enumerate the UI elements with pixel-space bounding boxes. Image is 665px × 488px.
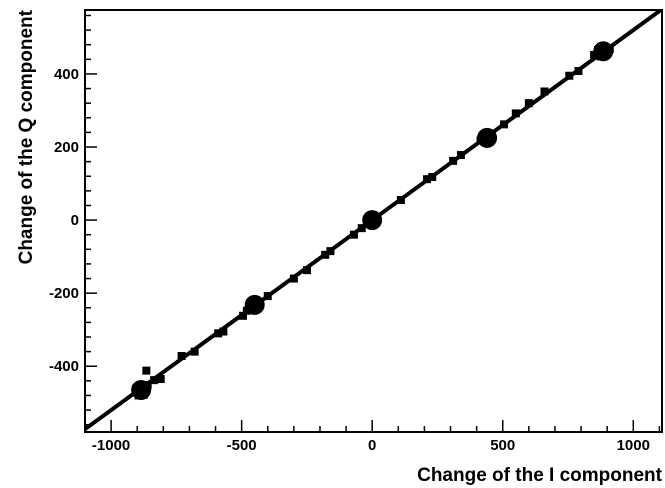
data-point	[238, 311, 247, 320]
data-point	[396, 195, 405, 204]
data-point	[511, 109, 520, 118]
data-point	[177, 352, 186, 361]
data-point	[456, 151, 465, 160]
data-point	[150, 376, 159, 385]
data-point	[483, 137, 492, 146]
tick-labels: -1000 -500 0 500 1000 -400 -200 0 200 400	[49, 66, 650, 454]
data-point	[131, 384, 140, 393]
y-tick-label: 400	[54, 66, 79, 83]
x-tick-label: -1000	[92, 437, 130, 454]
x-tick-label: 1000	[617, 437, 650, 454]
data-point	[289, 274, 298, 283]
data-point	[249, 303, 258, 312]
data-point	[524, 99, 533, 108]
data-point	[596, 52, 605, 61]
y-tick-label: -400	[49, 358, 79, 375]
data-point	[428, 172, 437, 181]
data-point	[263, 292, 272, 301]
data-point	[357, 224, 366, 233]
data-point	[134, 391, 143, 400]
data-point	[156, 375, 165, 384]
marks-layer	[85, 10, 662, 431]
data-point	[302, 266, 311, 275]
data-point	[321, 250, 330, 259]
data-point	[449, 156, 458, 165]
data-point	[139, 390, 148, 399]
data-point	[605, 45, 614, 54]
y-tick-label: 200	[54, 139, 79, 156]
x-tick-label: 0	[368, 437, 376, 454]
data-point	[142, 366, 151, 375]
data-point	[500, 120, 509, 129]
data-point	[143, 381, 152, 390]
data-point	[590, 50, 599, 59]
plot-frame	[84, 9, 663, 433]
data-point	[574, 67, 583, 76]
data-point	[219, 327, 228, 336]
data-point	[369, 217, 378, 226]
x-tick-label: 500	[490, 437, 515, 454]
data-point	[326, 247, 335, 256]
data-point	[349, 230, 358, 239]
y-tick-label: 0	[71, 212, 79, 229]
data-point	[540, 87, 549, 96]
data-point	[423, 175, 432, 184]
data-point	[214, 329, 223, 338]
y-tick-label: -200	[49, 285, 79, 302]
x-axis-title: Change of the I component	[417, 465, 663, 486]
data-point	[255, 298, 264, 307]
data-point	[190, 347, 199, 356]
data-point	[565, 71, 574, 80]
x-tick-label: -500	[227, 437, 257, 454]
y-axis-title: Change of the Q component	[16, 9, 37, 264]
